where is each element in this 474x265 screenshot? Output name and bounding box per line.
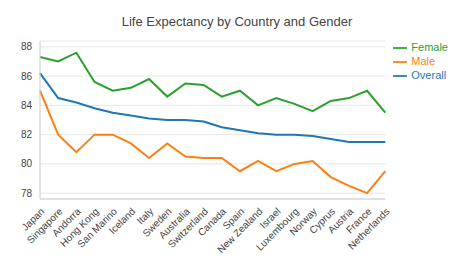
svg-text:78: 78: [21, 188, 33, 199]
svg-text:Hong Kong: Hong Kong: [57, 205, 101, 249]
svg-text:Japan: Japan: [19, 205, 47, 233]
html-text:Life Expectancy by Country and: Life Expectancy by Country and Gender: [121, 14, 353, 29]
svg-text:Andorra: Andorra: [49, 205, 83, 239]
html-text:Male: Male: [411, 55, 436, 68]
svg-text:82: 82: [21, 129, 33, 140]
svg-text:Sweden: Sweden: [140, 205, 174, 239]
svg-text:Canada: Canada: [195, 205, 229, 239]
svg-text:Iceland: Iceland: [107, 206, 138, 237]
svg-text:Netherlands: Netherlands: [346, 206, 392, 252]
svg-text:Luxembourg: Luxembourg: [253, 205, 301, 253]
svg-text:Norway: Norway: [287, 205, 319, 238]
svg-text:80: 80: [21, 158, 33, 169]
svg-text:New Zealand: New Zealand: [215, 205, 265, 256]
svg-text:Italy: Italy: [134, 205, 156, 227]
svg-text:Israel: Israel: [257, 205, 283, 231]
svg-text:86: 86: [21, 71, 33, 82]
svg-text:88: 88: [21, 41, 33, 52]
svg-text:Australia: Australia: [156, 205, 192, 241]
svg-text:Spain: Spain: [220, 205, 247, 232]
svg-text:Cyprus: Cyprus: [307, 205, 338, 236]
svg-text:Switzerland: Switzerland: [165, 205, 210, 250]
svg-text:San Marino: San Marino: [75, 205, 120, 250]
svg-text:84: 84: [21, 100, 33, 111]
svg-text:Austria: Austria: [325, 205, 356, 236]
svg-text:France: France: [343, 205, 374, 236]
html-text:Overall: Overall: [411, 69, 447, 82]
html-text:Female: Female: [411, 41, 448, 53]
svg-text:Singapore: Singapore: [24, 205, 65, 246]
